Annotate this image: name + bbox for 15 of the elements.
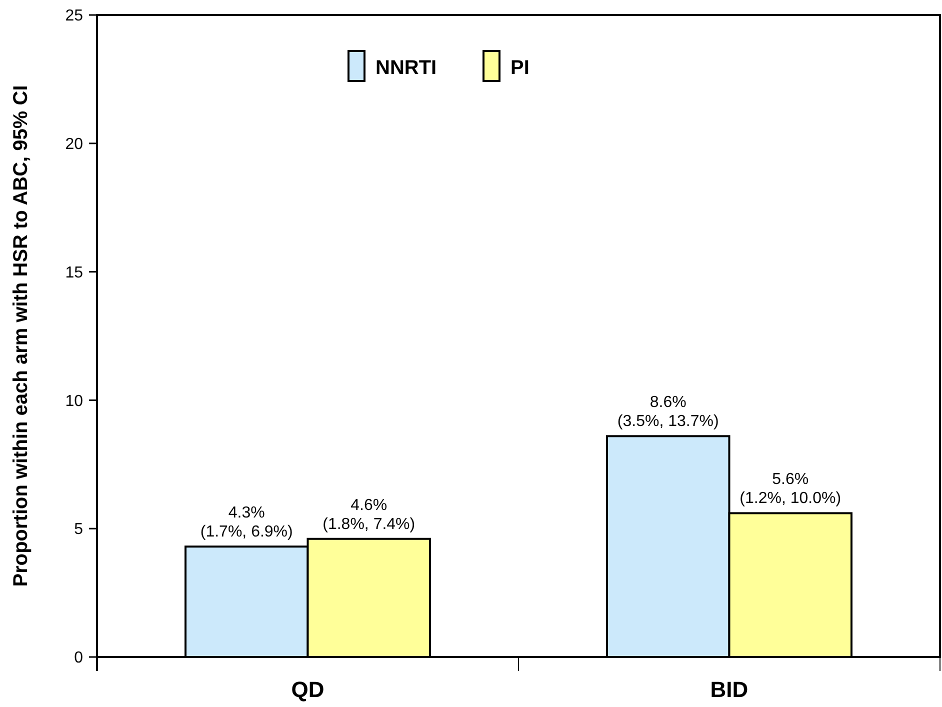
data-label: 8.6% (3.5%, 13.7%) [617,394,719,430]
y-tick-label: 0 [74,650,84,667]
data-label: 5.6% (1.2%, 10.0%) [740,471,842,508]
data-label: 4.6% (1.8%, 7.4%) [322,496,416,533]
y-tick-label: 10 [65,392,84,410]
data-label: 4.3% (1.7%, 6.9%) [200,504,293,541]
y-tick-label: 15 [65,264,84,282]
x-tick-label: QD [291,677,324,702]
y-tick-label: 5 [74,521,84,538]
legend-label: NNRTI [376,57,437,79]
y-tick-label: 25 [65,8,84,25]
y-tick-label: 20 [65,136,84,153]
legend-label: PI [510,57,530,79]
y-axis-title: Proportion within each arm with HSR to ABC, 95% CI [10,85,32,587]
x-tick-label: BID [710,677,748,702]
